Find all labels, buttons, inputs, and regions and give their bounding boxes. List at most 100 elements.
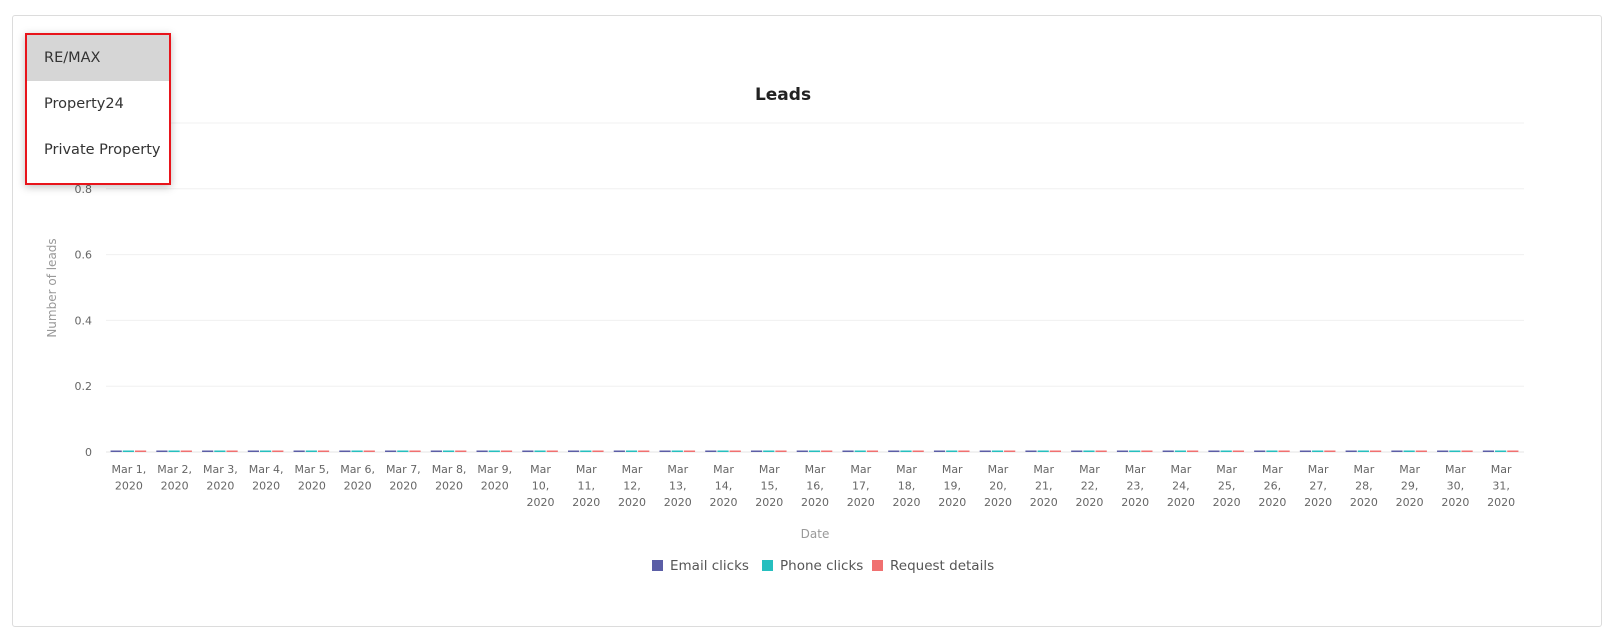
x-tick-label: Mar — [850, 463, 871, 476]
x-tick-label: Mar — [530, 463, 551, 476]
x-tick-label: 10, — [532, 480, 550, 493]
x-tick-label: 2020 — [618, 496, 646, 509]
x-tick-label: 2020 — [892, 496, 920, 509]
bars — [110, 450, 1519, 452]
y-tick-label: 0.8 — [75, 183, 93, 196]
bar — [1299, 450, 1312, 452]
bar — [317, 450, 330, 452]
bar — [214, 450, 226, 452]
bar — [259, 450, 272, 452]
x-tick-label: 19, — [943, 480, 961, 493]
x-tick-label: 20, — [989, 480, 1007, 493]
dropdown-item-property24[interactable]: Property24 — [44, 96, 124, 112]
legend-item[interactable]: Phone clicks — [762, 558, 863, 574]
bar — [1312, 450, 1324, 452]
x-tick-label: 2020 — [1304, 496, 1332, 509]
x-tick-label: Mar — [1262, 463, 1283, 476]
x-tick-label: 18, — [898, 480, 916, 493]
x-tick-label: 2020 — [435, 480, 463, 493]
bar — [900, 450, 912, 452]
x-tick-label: Mar — [667, 463, 688, 476]
x-tick-label: 2020 — [344, 480, 372, 493]
bar — [821, 450, 833, 452]
bar — [1391, 450, 1403, 452]
x-tick-label: 2020 — [1213, 496, 1241, 509]
dropdown-item-remax[interactable]: RE/MAX — [27, 35, 169, 81]
y-axis-ticks: 0 0.2 0.4 0.6 0.8 — [75, 183, 93, 459]
x-tick-label: 2020 — [847, 496, 875, 509]
y-tick-label: 0.2 — [75, 380, 93, 393]
x-tick-label: Mar — [942, 463, 963, 476]
x-tick-label: 15, — [761, 480, 779, 493]
x-tick-label: 21, — [1035, 480, 1053, 493]
bar — [946, 450, 958, 452]
x-tick-label: 22, — [1081, 480, 1099, 493]
x-tick-label: Mar 3, — [203, 463, 238, 476]
bar — [385, 450, 397, 452]
x-tick-label: 11, — [578, 480, 596, 493]
x-tick-label: Mar — [1171, 463, 1192, 476]
bar — [156, 450, 168, 452]
bar — [1004, 450, 1016, 452]
x-tick-label: Mar — [1445, 463, 1466, 476]
bar — [1116, 450, 1129, 452]
x-tick-label: Mar 6, — [340, 463, 375, 476]
bar — [1507, 450, 1519, 452]
legend: Email clicks Phone clicks Request details — [652, 558, 994, 574]
bar — [1071, 450, 1083, 452]
bar — [808, 450, 821, 452]
bar — [442, 450, 455, 452]
x-tick-label: 2020 — [1258, 496, 1286, 509]
legend-label: Request details — [890, 558, 994, 574]
bar — [671, 450, 683, 452]
x-tick-label: Mar — [1216, 463, 1237, 476]
bar — [750, 450, 763, 452]
bar — [1254, 450, 1266, 452]
bar — [638, 450, 650, 452]
x-tick-label: Mar 1, — [111, 463, 146, 476]
bar — [958, 450, 970, 452]
bar — [842, 450, 854, 452]
chart-title: Leads — [755, 85, 811, 105]
bar — [991, 450, 1004, 452]
x-tick-label: 2020 — [801, 496, 829, 509]
bar — [1220, 450, 1232, 452]
x-tick-label: 25, — [1218, 480, 1236, 493]
bar — [1162, 450, 1174, 452]
x-tick-label: 2020 — [984, 496, 1012, 509]
x-tick-label: Mar — [1079, 463, 1100, 476]
x-tick-label: Mar — [988, 463, 1009, 476]
x-tick-label: 2020 — [710, 496, 738, 509]
bar — [122, 450, 134, 452]
x-tick-label: 2020 — [252, 480, 280, 493]
x-tick-label: Mar — [896, 463, 917, 476]
bar — [1437, 450, 1449, 452]
x-tick-label: 2020 — [1121, 496, 1149, 509]
bar — [866, 450, 879, 452]
x-tick-label: 28, — [1355, 480, 1373, 493]
bar — [1370, 450, 1382, 452]
dropdown-item-private-property[interactable]: Private Property — [44, 142, 161, 158]
x-tick-label: 24, — [1172, 480, 1190, 493]
legend-label: Phone clicks — [780, 558, 863, 574]
bar — [272, 450, 284, 452]
bar — [625, 450, 638, 452]
bar — [1037, 450, 1049, 452]
x-tick-label: Mar — [576, 463, 597, 476]
bar — [683, 450, 696, 452]
x-tick-label: Mar — [1399, 463, 1420, 476]
x-tick-label: Mar 4, — [249, 463, 284, 476]
bar — [1324, 450, 1336, 452]
x-tick-label: 13, — [669, 480, 687, 493]
bar — [430, 450, 442, 452]
bar — [305, 450, 317, 452]
legend-item[interactable]: Email clicks — [652, 558, 749, 574]
bar — [775, 450, 787, 452]
x-tick-label: 2020 — [481, 480, 509, 493]
bar — [1232, 450, 1244, 452]
x-tick-label: 2020 — [1487, 496, 1515, 509]
x-axis-ticks: Mar 1, 2020 Mar 2, 2020 Mar 3, 2020 Mar 4, 2020… — [111, 463, 1515, 509]
x-tick-label: 2020 — [664, 496, 692, 509]
legend-item[interactable]: Request details — [872, 558, 994, 574]
